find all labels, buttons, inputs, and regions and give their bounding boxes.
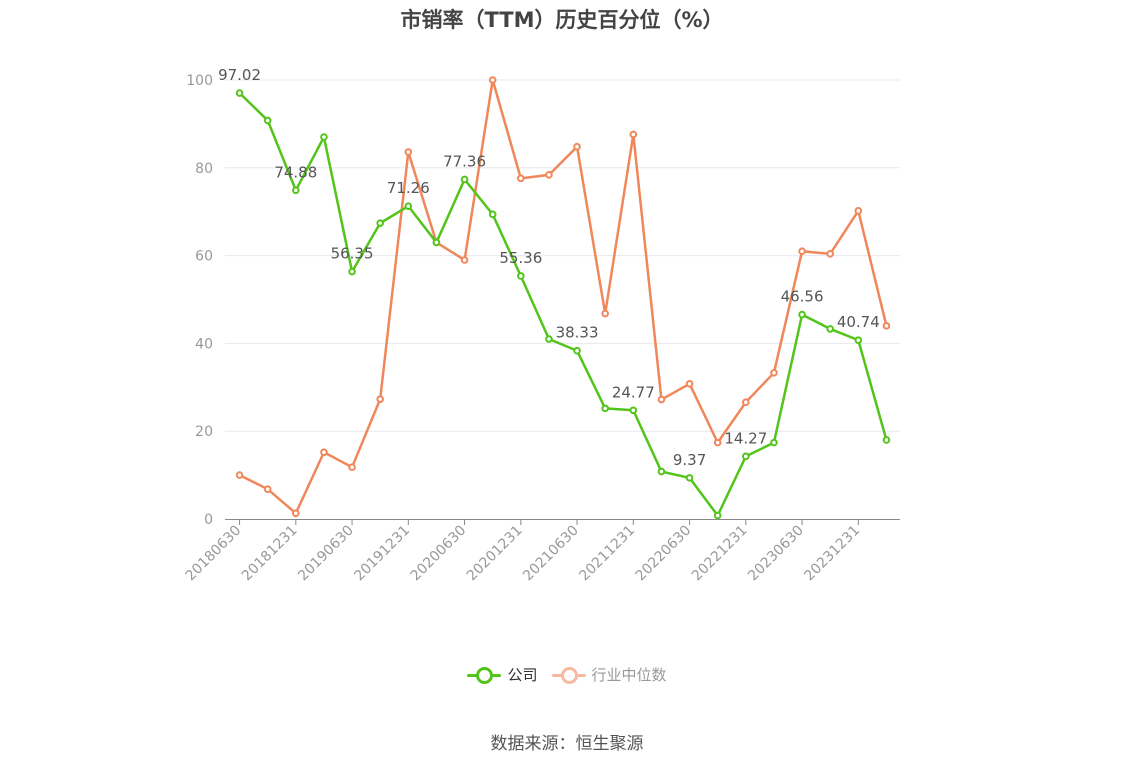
company-point: [573, 346, 581, 355]
company-point: [460, 175, 469, 184]
x-tick-label: 20210630: [520, 523, 582, 585]
company-point: [488, 210, 497, 219]
legend-item-industry[interactable]: 行业中位数: [551, 664, 667, 685]
data-label: 77.36: [443, 152, 486, 170]
industry-point: [882, 322, 891, 330]
industry-point: [235, 471, 244, 479]
legend-industry-marker-icon: [551, 666, 586, 684]
company-point: [545, 335, 553, 343]
industry-point: [517, 174, 525, 183]
company-series-line: [238, 92, 888, 517]
company-point: [320, 133, 328, 141]
company-point: [713, 511, 722, 520]
industry-point: [573, 142, 581, 151]
industry-point: [376, 395, 384, 403]
x-tick-label: 20211231: [576, 523, 638, 585]
data-label: 71.26: [387, 179, 430, 197]
industry-point: [629, 130, 638, 139]
legend-company-label: 公司: [507, 666, 538, 684]
company-point: [629, 406, 638, 415]
industry-point: [545, 171, 553, 179]
company-point: [348, 267, 356, 276]
company-point: [263, 116, 272, 125]
x-tick-label: 20180630: [183, 523, 245, 585]
industry-point: [263, 485, 272, 493]
data-label: 74.88: [274, 163, 317, 181]
y-tick-label: 80: [195, 161, 213, 177]
industry-point: [742, 398, 750, 407]
y-tick-label: 20: [195, 424, 213, 440]
company-point: [517, 272, 525, 280]
legend-item-company[interactable]: 公司: [467, 664, 538, 685]
company-point: [292, 186, 300, 195]
x-tick-label: 20231231: [801, 523, 863, 585]
company-point: [798, 310, 806, 319]
industry-point: [320, 448, 328, 457]
industry-point: [348, 463, 356, 471]
legend-company-marker-icon: [467, 666, 502, 684]
industry-point: [460, 256, 469, 264]
industry-point: [601, 309, 609, 318]
company-point: [826, 325, 834, 333]
x-tick-label: 20181231: [239, 523, 301, 585]
x-tick-label: 20191231: [351, 523, 413, 585]
data-label: 38.33: [556, 324, 599, 342]
industry-point: [713, 438, 722, 447]
company-point: [770, 438, 778, 447]
data-label: 97.02: [218, 66, 261, 84]
data-label: 56.35: [331, 245, 374, 263]
y-tick-label: 40: [195, 336, 213, 352]
industry-series-line: [239, 78, 888, 515]
data-label: 55.36: [499, 249, 542, 267]
data-label: 14.27: [724, 429, 767, 447]
company-point: [376, 219, 384, 227]
company-point: [882, 436, 891, 444]
industry-point: [657, 395, 666, 404]
x-tick-label: 20190630: [295, 523, 357, 585]
industry-point: [770, 369, 778, 377]
industry-point: [826, 250, 834, 258]
data-label: 40.74: [837, 313, 880, 331]
y-tick-label: 60: [195, 249, 213, 265]
legend: 公司 行业中位数: [0, 664, 1134, 685]
company-point: [742, 452, 750, 461]
data-label: 46.56: [781, 288, 824, 306]
company-point: [235, 89, 244, 97]
x-tick-label: 20200630: [408, 523, 470, 585]
x-tick-label: 20220630: [633, 523, 695, 585]
data-label: 24.77: [612, 383, 655, 401]
company-point: [432, 238, 441, 247]
company-point: [404, 202, 413, 210]
industry-point: [488, 76, 497, 84]
industry-point: [685, 379, 694, 388]
company-point: [854, 336, 863, 344]
company-point: [657, 467, 666, 476]
industry-point: [292, 509, 300, 518]
y-tick-label: 0: [204, 512, 213, 528]
industry-point: [798, 247, 806, 256]
data-label: 9.37: [673, 451, 706, 469]
y-tick-label: 100: [186, 73, 213, 89]
industry-point: [854, 207, 863, 215]
x-tick-label: 20230630: [745, 523, 807, 585]
industry-point: [404, 148, 413, 156]
company-point: [601, 404, 609, 413]
company-point: [685, 474, 694, 482]
legend-industry-label: 行业中位数: [591, 666, 667, 684]
x-tick-label: 20221231: [689, 523, 751, 585]
data-source: 数据来源：恒生聚源: [490, 734, 644, 754]
chart-title: 市销率（TTM）历史百分位（%）: [400, 8, 724, 32]
x-tick-label: 20201231: [464, 523, 526, 585]
